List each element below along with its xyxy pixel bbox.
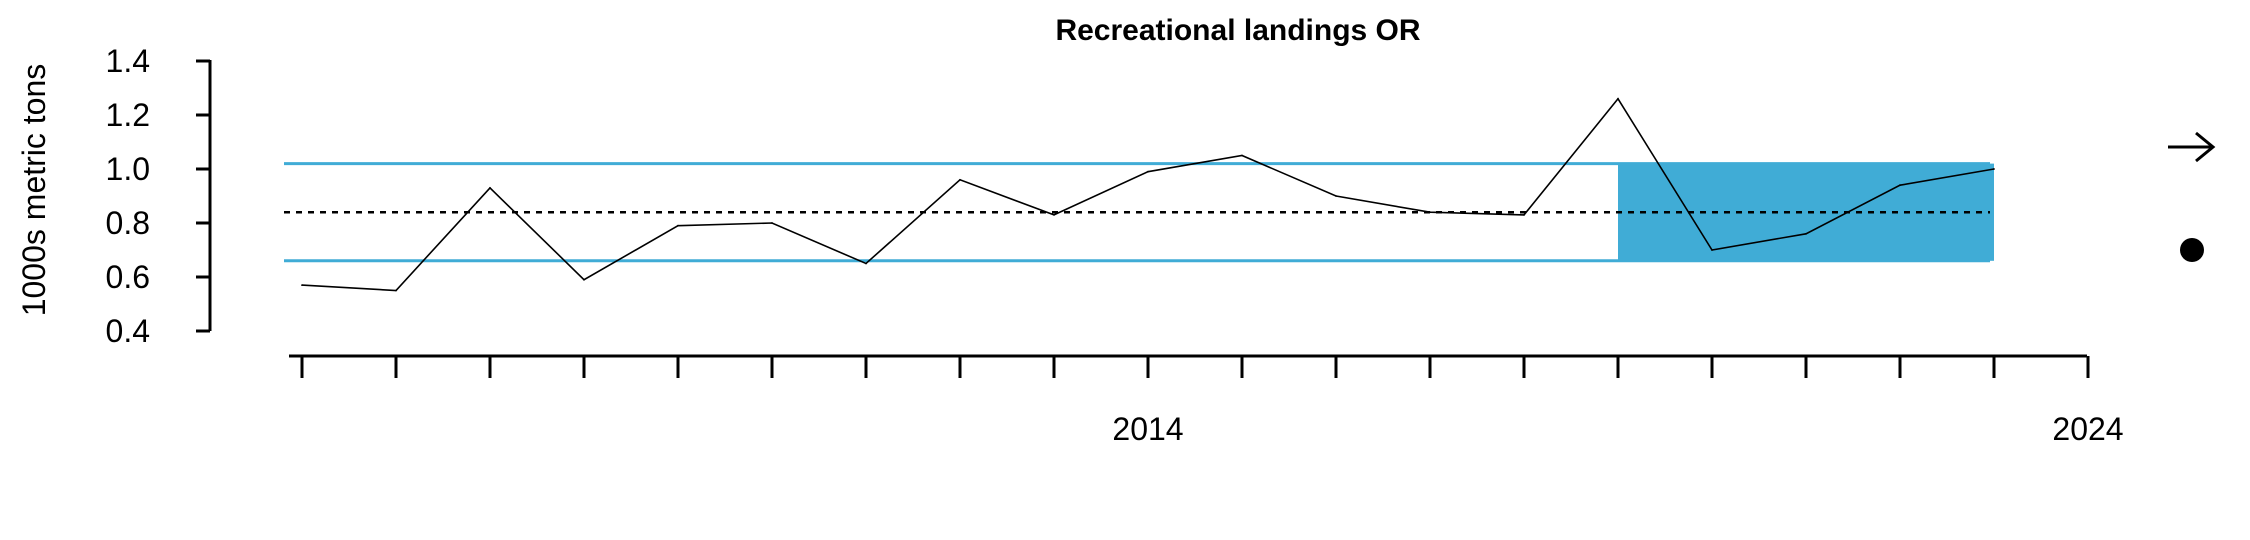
data-point xyxy=(1523,214,1525,216)
data-point xyxy=(583,278,585,281)
data-point xyxy=(395,289,397,292)
x-ticks: 2014 2024 xyxy=(300,356,2124,447)
chart-title: Recreational landings OR xyxy=(1055,14,1420,47)
data-point xyxy=(1993,168,1995,170)
data-point xyxy=(1899,184,1901,187)
data-point xyxy=(865,262,867,265)
x-tick-label: 2024 xyxy=(2052,411,2123,447)
series-layer xyxy=(301,97,1995,292)
right-arrow-icon xyxy=(2168,131,2216,163)
filled-circle-icon xyxy=(2180,238,2204,262)
y-tick-label: 1.4 xyxy=(106,43,150,79)
data-point xyxy=(677,224,679,227)
y-axis-label: 1000s metric tons xyxy=(16,64,52,317)
data-point xyxy=(489,187,491,189)
x-tick-label: 2014 xyxy=(1112,411,1183,447)
y-tick-label: 0.8 xyxy=(106,205,150,241)
y-tick-label: 1.0 xyxy=(106,151,150,187)
y-tick-label: 1.2 xyxy=(106,97,150,133)
data-point xyxy=(771,222,773,224)
side-icons xyxy=(2168,131,2216,262)
y-ticks: 0.4 0.6 0.8 1.0 1.2 1.4 xyxy=(106,43,210,349)
data-point xyxy=(959,178,961,181)
data-point xyxy=(1335,195,1337,197)
data-point xyxy=(1805,232,1807,235)
data-point xyxy=(1241,154,1243,157)
data-point xyxy=(1429,211,1431,214)
y-tick-label: 0.4 xyxy=(106,313,150,349)
y-tick-label: 0.6 xyxy=(106,259,150,295)
band-layer xyxy=(284,162,1990,263)
data-point xyxy=(1147,170,1149,173)
data-point xyxy=(1053,214,1055,216)
data-point xyxy=(301,284,303,286)
data-point xyxy=(1617,97,1619,100)
data-point xyxy=(1711,249,1713,251)
